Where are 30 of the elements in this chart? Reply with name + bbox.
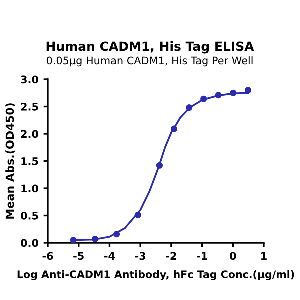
- x-tick-label: -6: [42, 252, 54, 260]
- point: [230, 90, 237, 96]
- x-tick-label: -3: [135, 252, 146, 260]
- point: [134, 212, 142, 218]
- point: [200, 96, 208, 102]
- x-tick-label: -5: [74, 252, 84, 260]
- chart-subtitle: 0.05μg Human CADM1, His Tag Per Well: [46, 56, 253, 67]
- point: [244, 87, 252, 94]
- y-tick-label: 0.5: [21, 212, 38, 220]
- point: [92, 236, 99, 242]
- x-tick-label: 0: [230, 252, 236, 260]
- x-tick-label: -2: [166, 252, 176, 260]
- x-tick-label: -1: [197, 252, 208, 260]
- point: [186, 104, 193, 112]
- y-tick-label: 2.5: [21, 102, 38, 111]
- y-tick-label: 3.0: [21, 76, 38, 84]
- y-tick-label: 1.0: [22, 184, 38, 193]
- y-tick-label: 1.5: [22, 158, 38, 166]
- y-tick-label: 0.0: [21, 239, 38, 248]
- point: [215, 92, 222, 99]
- point: [156, 162, 163, 169]
- y-tick-label: 2.0: [21, 130, 38, 138]
- point: [70, 236, 77, 243]
- y-axis-title: Mean Abs.(OD450): [6, 104, 16, 219]
- point: [170, 126, 178, 132]
- x-axis-title: Log Anti-CADM1 Antibody, hFc Tag Conc.(μg/ml): [18, 270, 294, 280]
- chart-title: Human CADM1, His Tag ELISA: [46, 42, 254, 54]
- x-tick-label: 1: [262, 252, 267, 260]
- x-tick-label: -4: [104, 252, 116, 260]
- point: [114, 230, 120, 238]
